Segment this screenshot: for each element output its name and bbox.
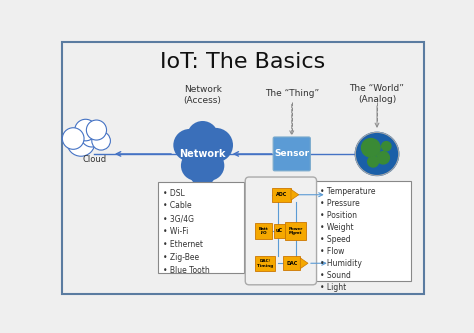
Polygon shape	[300, 258, 308, 269]
Circle shape	[198, 128, 233, 163]
FancyBboxPatch shape	[255, 223, 273, 239]
Polygon shape	[291, 189, 299, 200]
FancyBboxPatch shape	[62, 42, 424, 294]
Circle shape	[67, 129, 95, 156]
FancyBboxPatch shape	[273, 137, 310, 171]
Circle shape	[368, 156, 379, 167]
Text: Cloud: Cloud	[82, 155, 106, 164]
Circle shape	[81, 126, 103, 147]
Circle shape	[362, 139, 380, 157]
Circle shape	[86, 120, 107, 140]
Circle shape	[181, 130, 224, 173]
FancyBboxPatch shape	[315, 181, 411, 281]
FancyBboxPatch shape	[273, 188, 291, 202]
Circle shape	[92, 132, 110, 150]
Circle shape	[181, 151, 211, 181]
Circle shape	[187, 121, 218, 152]
FancyBboxPatch shape	[285, 222, 307, 240]
Text: Network
(Access): Network (Access)	[184, 85, 221, 106]
FancyBboxPatch shape	[245, 177, 317, 285]
Text: DAC: DAC	[286, 261, 297, 266]
Text: DAC/
Timing: DAC/ Timing	[257, 259, 273, 267]
Circle shape	[75, 119, 96, 141]
Text: uC: uC	[276, 228, 283, 233]
Text: Sensor: Sensor	[274, 150, 310, 159]
Text: Batt
I/O: Batt I/O	[259, 227, 269, 235]
Circle shape	[190, 160, 216, 186]
Text: IoT: The Basics: IoT: The Basics	[160, 52, 326, 72]
Text: The “World”
(Analog): The “World” (Analog)	[349, 84, 404, 104]
Text: The “Thing”: The “Thing”	[264, 89, 319, 98]
Circle shape	[356, 132, 399, 175]
FancyBboxPatch shape	[158, 182, 244, 273]
Circle shape	[382, 142, 391, 151]
Text: ADC: ADC	[276, 192, 287, 197]
Text: • Temperature
• Pressure
• Position
• Weight
• Speed
• Flow
• Humidity
• Sound
•: • Temperature • Pressure • Position • We…	[319, 187, 375, 292]
Circle shape	[173, 129, 206, 161]
Circle shape	[377, 152, 390, 164]
FancyBboxPatch shape	[283, 256, 300, 270]
Text: Power
Mgmt: Power Mgmt	[289, 227, 303, 235]
Circle shape	[63, 128, 84, 149]
Text: Network: Network	[179, 149, 226, 159]
FancyBboxPatch shape	[274, 224, 285, 238]
Circle shape	[194, 151, 224, 181]
FancyBboxPatch shape	[255, 255, 275, 271]
Text: • DSL
• Cable
• 3G/4G
• Wi-Fi
• Ethernet
• Zig-Bee
• Blue Tooth: • DSL • Cable • 3G/4G • Wi-Fi • Ethernet…	[163, 188, 210, 275]
